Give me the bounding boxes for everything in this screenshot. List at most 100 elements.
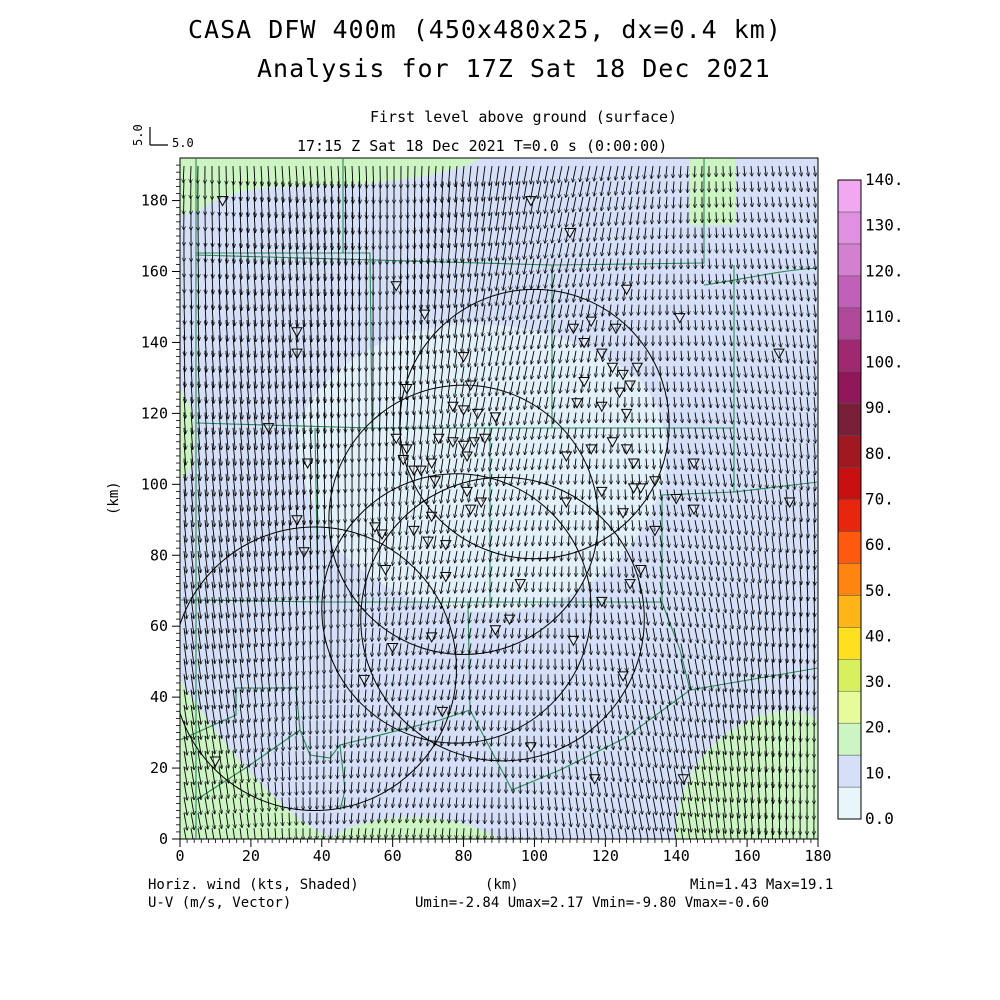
valid-time-label: 17:15 Z Sat 18 Dec 2021 T=0.0 s (0:00:00… — [297, 137, 668, 155]
colorbar-segment — [837, 371, 862, 404]
wind-vector — [198, 335, 199, 356]
wind-vector — [541, 735, 542, 747]
wind-vector — [190, 627, 194, 649]
colorbar-segment — [837, 690, 862, 724]
colorbar-level-label: 120. — [865, 261, 904, 280]
uv-min-max: Umin=-2.84 Umax=2.17 Vmin=-9.80 Vmax=-0.… — [415, 895, 770, 911]
wind-vector — [310, 658, 311, 675]
wind-vector — [204, 766, 208, 785]
wind-vector — [562, 674, 563, 685]
wind-vector — [681, 319, 682, 330]
wind-vector — [344, 674, 345, 688]
wind-vector — [688, 289, 689, 299]
wind-vector — [183, 674, 187, 694]
wind-vector — [548, 720, 549, 731]
wind-vector — [204, 520, 208, 542]
wind-vector — [197, 581, 201, 603]
wind-vector — [232, 520, 236, 541]
wind-vector — [639, 443, 640, 453]
wind-vector — [596, 458, 597, 469]
wind-vector — [225, 520, 229, 542]
wind-vector — [625, 489, 626, 499]
wind-vector — [211, 643, 215, 663]
wind-vector — [218, 612, 222, 633]
wind-vector — [190, 704, 194, 725]
wind-vector — [225, 412, 228, 434]
wind-vector — [197, 812, 201, 830]
wind-vector — [225, 550, 229, 572]
wind-vector — [204, 658, 208, 679]
wind-vector — [190, 812, 194, 830]
wind-vector — [296, 751, 297, 765]
x-tick-label: 60 — [384, 847, 402, 865]
wind-vector — [211, 704, 215, 724]
wind-vector — [190, 720, 194, 739]
wind-vector — [695, 273, 696, 284]
wind-vector — [205, 289, 206, 309]
wind-vector — [204, 458, 207, 481]
wind-vector — [190, 535, 193, 558]
wind-vector — [204, 504, 207, 527]
wind-vector — [190, 751, 194, 770]
wind-vector — [330, 781, 331, 794]
wind-vector — [709, 227, 710, 238]
x-tick-label: 80 — [455, 847, 473, 865]
colorbar-level-label: 130. — [865, 216, 904, 235]
wind-vector — [484, 781, 485, 793]
wind-vector — [372, 458, 373, 477]
wind-vector — [218, 412, 221, 434]
wind-vector — [190, 597, 194, 618]
wind-vector — [190, 797, 194, 814]
wind-vector — [190, 550, 194, 573]
wind-vector — [204, 674, 208, 694]
wind-vector — [526, 658, 527, 669]
wind-vector — [233, 273, 234, 295]
wind-vector — [660, 381, 661, 392]
wind-vector — [197, 658, 201, 679]
wind-vector — [226, 258, 227, 278]
wind-vector — [225, 535, 229, 557]
wind-vector — [323, 828, 324, 839]
wind-vector — [190, 489, 193, 511]
wind-vector — [232, 458, 235, 481]
wind-vector — [667, 350, 668, 361]
wind-vector — [197, 643, 201, 664]
wind-vector — [190, 828, 194, 839]
wind-vector — [183, 489, 186, 511]
colorbar-segment — [837, 339, 862, 372]
colorbar-level-label: 110. — [865, 307, 904, 326]
wind-vector — [561, 566, 562, 576]
wind-vector — [233, 304, 235, 326]
wind-vector — [317, 612, 318, 629]
colorbar-segment — [837, 754, 862, 788]
x-tick-label: 0 — [175, 847, 184, 865]
wind-vector — [232, 473, 235, 496]
wind-vector — [358, 581, 359, 597]
wind-vector — [183, 566, 187, 588]
wind-vector — [233, 242, 234, 263]
wind-vector — [344, 689, 345, 703]
wind-vector — [183, 766, 187, 785]
wind-vector — [358, 566, 359, 582]
colorbar-level-label: 70. — [865, 490, 894, 509]
wind-vector — [191, 304, 192, 325]
wind-vector — [197, 597, 201, 618]
wind-vector — [218, 674, 222, 693]
colorbar-segment — [837, 275, 862, 309]
wind-vector — [491, 766, 492, 778]
wind-vector — [219, 350, 221, 372]
wind-vector — [204, 720, 208, 739]
y-tick-label: 180 — [141, 192, 168, 210]
wind-vector — [512, 704, 513, 715]
wind-vector — [197, 627, 201, 649]
wind-vector — [211, 458, 214, 481]
wind-vector — [190, 643, 194, 664]
wind-vector — [198, 319, 199, 341]
wind-vector — [218, 689, 222, 709]
wind-vector — [226, 273, 227, 295]
wind-vector — [204, 704, 208, 724]
colorbar-segment — [837, 307, 862, 340]
wind-vector — [225, 581, 229, 603]
wind-vector — [191, 396, 193, 418]
wind-vector — [631, 350, 632, 361]
